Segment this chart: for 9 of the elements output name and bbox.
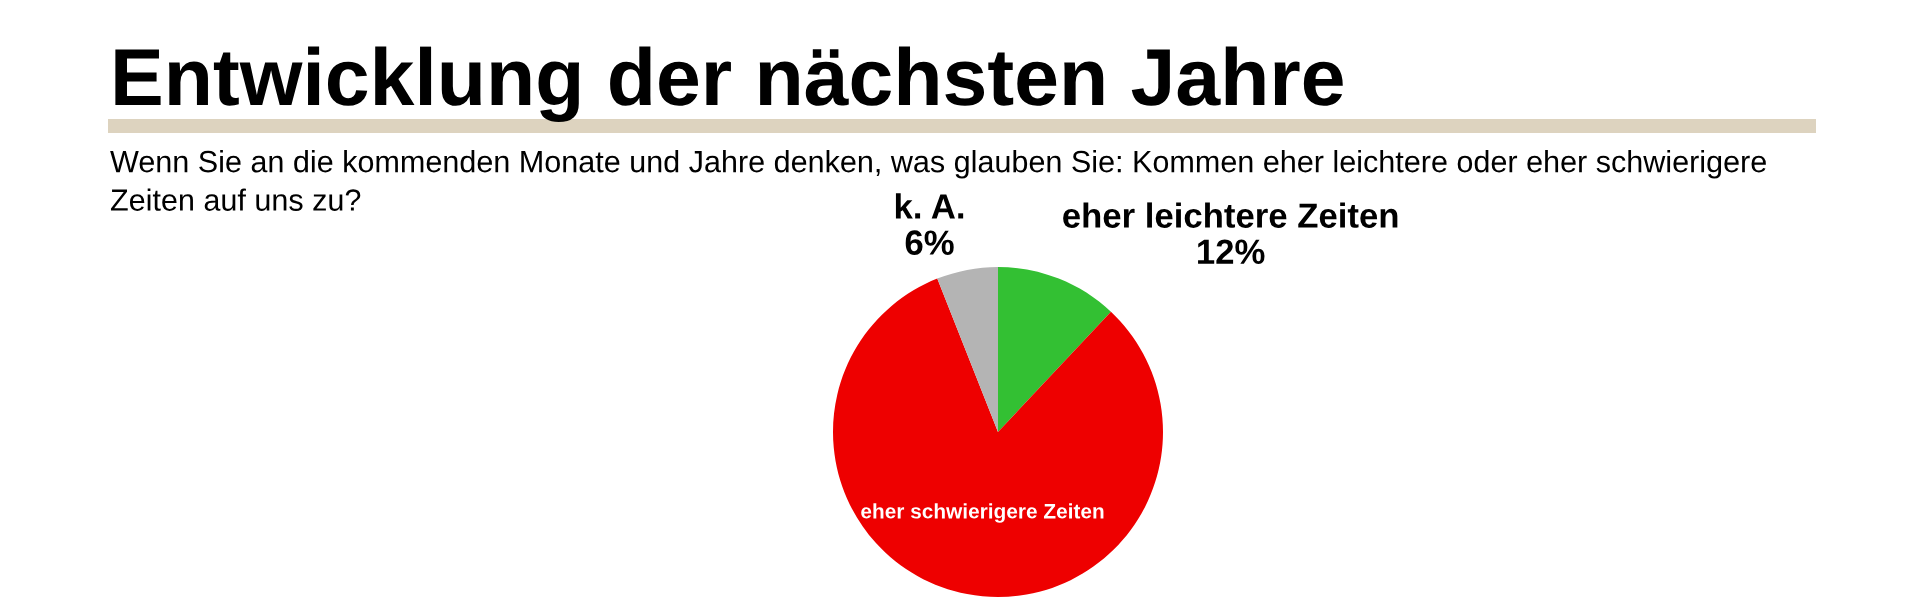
pie-slice — [937, 267, 998, 432]
pie-slice — [833, 278, 1163, 597]
slice-label: eher schwierigere Zeiten — [861, 503, 1104, 523]
pie-slice — [998, 267, 1111, 432]
chart-title: Entwicklung der nächsten Jahre — [115, 46, 1343, 123]
data-label: 6% — [905, 230, 954, 255]
slice-label: k. A. — [895, 193, 964, 219]
slice-label: eher leichtere Zeiten — [1063, 202, 1398, 228]
data-label: 12% — [1198, 239, 1265, 264]
